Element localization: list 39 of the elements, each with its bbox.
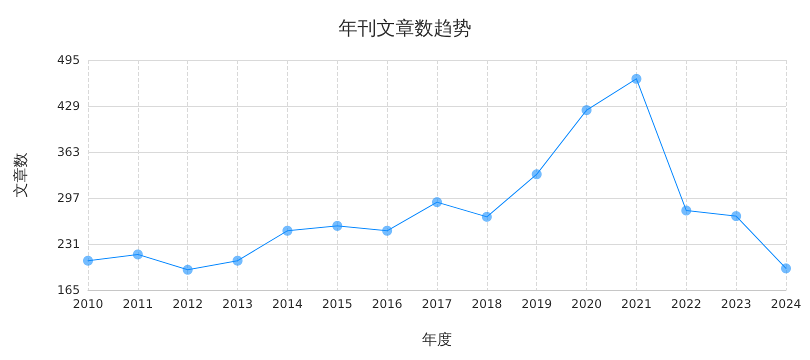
x-tick-label: 2011 [122,297,154,311]
x-tick-label: 2013 [222,297,253,311]
x-tick-label: 2015 [322,297,353,311]
x-tick-label: 2016 [372,297,402,311]
point [781,263,791,274]
point [631,74,642,84]
point [182,264,193,275]
y-tick-label: 297 [57,191,80,205]
point [681,206,692,216]
y-tick-label: 363 [57,145,80,159]
x-tick-label: 2017 [422,297,452,311]
point [332,220,342,231]
x-tick-label: 2023 [720,297,752,311]
x-axis-title: 年度 [422,330,452,348]
y-axis-title: 文章数 [12,152,30,198]
point [83,256,93,266]
point [532,169,542,180]
x-tick-label: 2022 [671,297,702,311]
x-tick-label: 2014 [272,297,303,311]
chart-title: 年刊文章数趋势 [338,18,472,40]
point [132,249,143,260]
point [232,256,243,266]
x-tick-label: 2018 [472,297,502,311]
y-tick-label: 429 [57,99,80,113]
x-tick-label: 2024 [770,297,802,311]
x-tick-label: 2010 [72,297,104,311]
x-tick-label: 2021 [621,297,652,311]
point [731,211,742,222]
point [482,212,492,222]
y-tick-label: 231 [57,237,80,251]
y-tick-label: 495 [57,53,80,67]
x-tick-label: 2012 [172,297,203,311]
point [382,226,392,236]
y-tick-label: 165 [57,283,80,297]
point [282,226,292,236]
point [582,105,592,116]
point [432,197,442,208]
x-tick-label: 2020 [571,297,602,311]
x-tick-label: 2019 [521,297,552,311]
